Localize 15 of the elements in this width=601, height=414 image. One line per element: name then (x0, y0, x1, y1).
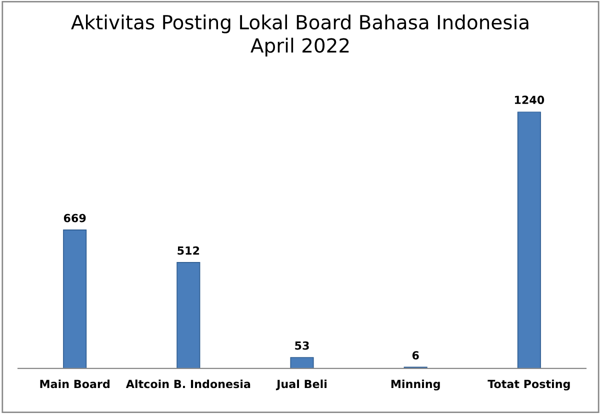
data-label: 6 (412, 351, 419, 360)
data-label: 512 (178, 246, 200, 255)
data-label: 669 (64, 214, 86, 222)
bar (63, 230, 87, 368)
x-tick-label: Main Board (40, 380, 110, 388)
data-label: 1240 (514, 96, 544, 104)
x-tick-label: Jual Beli (276, 380, 326, 390)
bar (517, 112, 541, 368)
x-tick-label: Totat Posting (488, 380, 570, 390)
x-tick-label: Altcoin B. Indonesia (126, 380, 250, 388)
bar (176, 262, 200, 368)
x-tick-label: Minning (391, 380, 440, 390)
data-label: 53 (295, 341, 309, 350)
chart-title: Aktivitas Posting Lokal Board Bahasa Indonesia April 2022 (71, 14, 528, 57)
bar (290, 357, 314, 368)
